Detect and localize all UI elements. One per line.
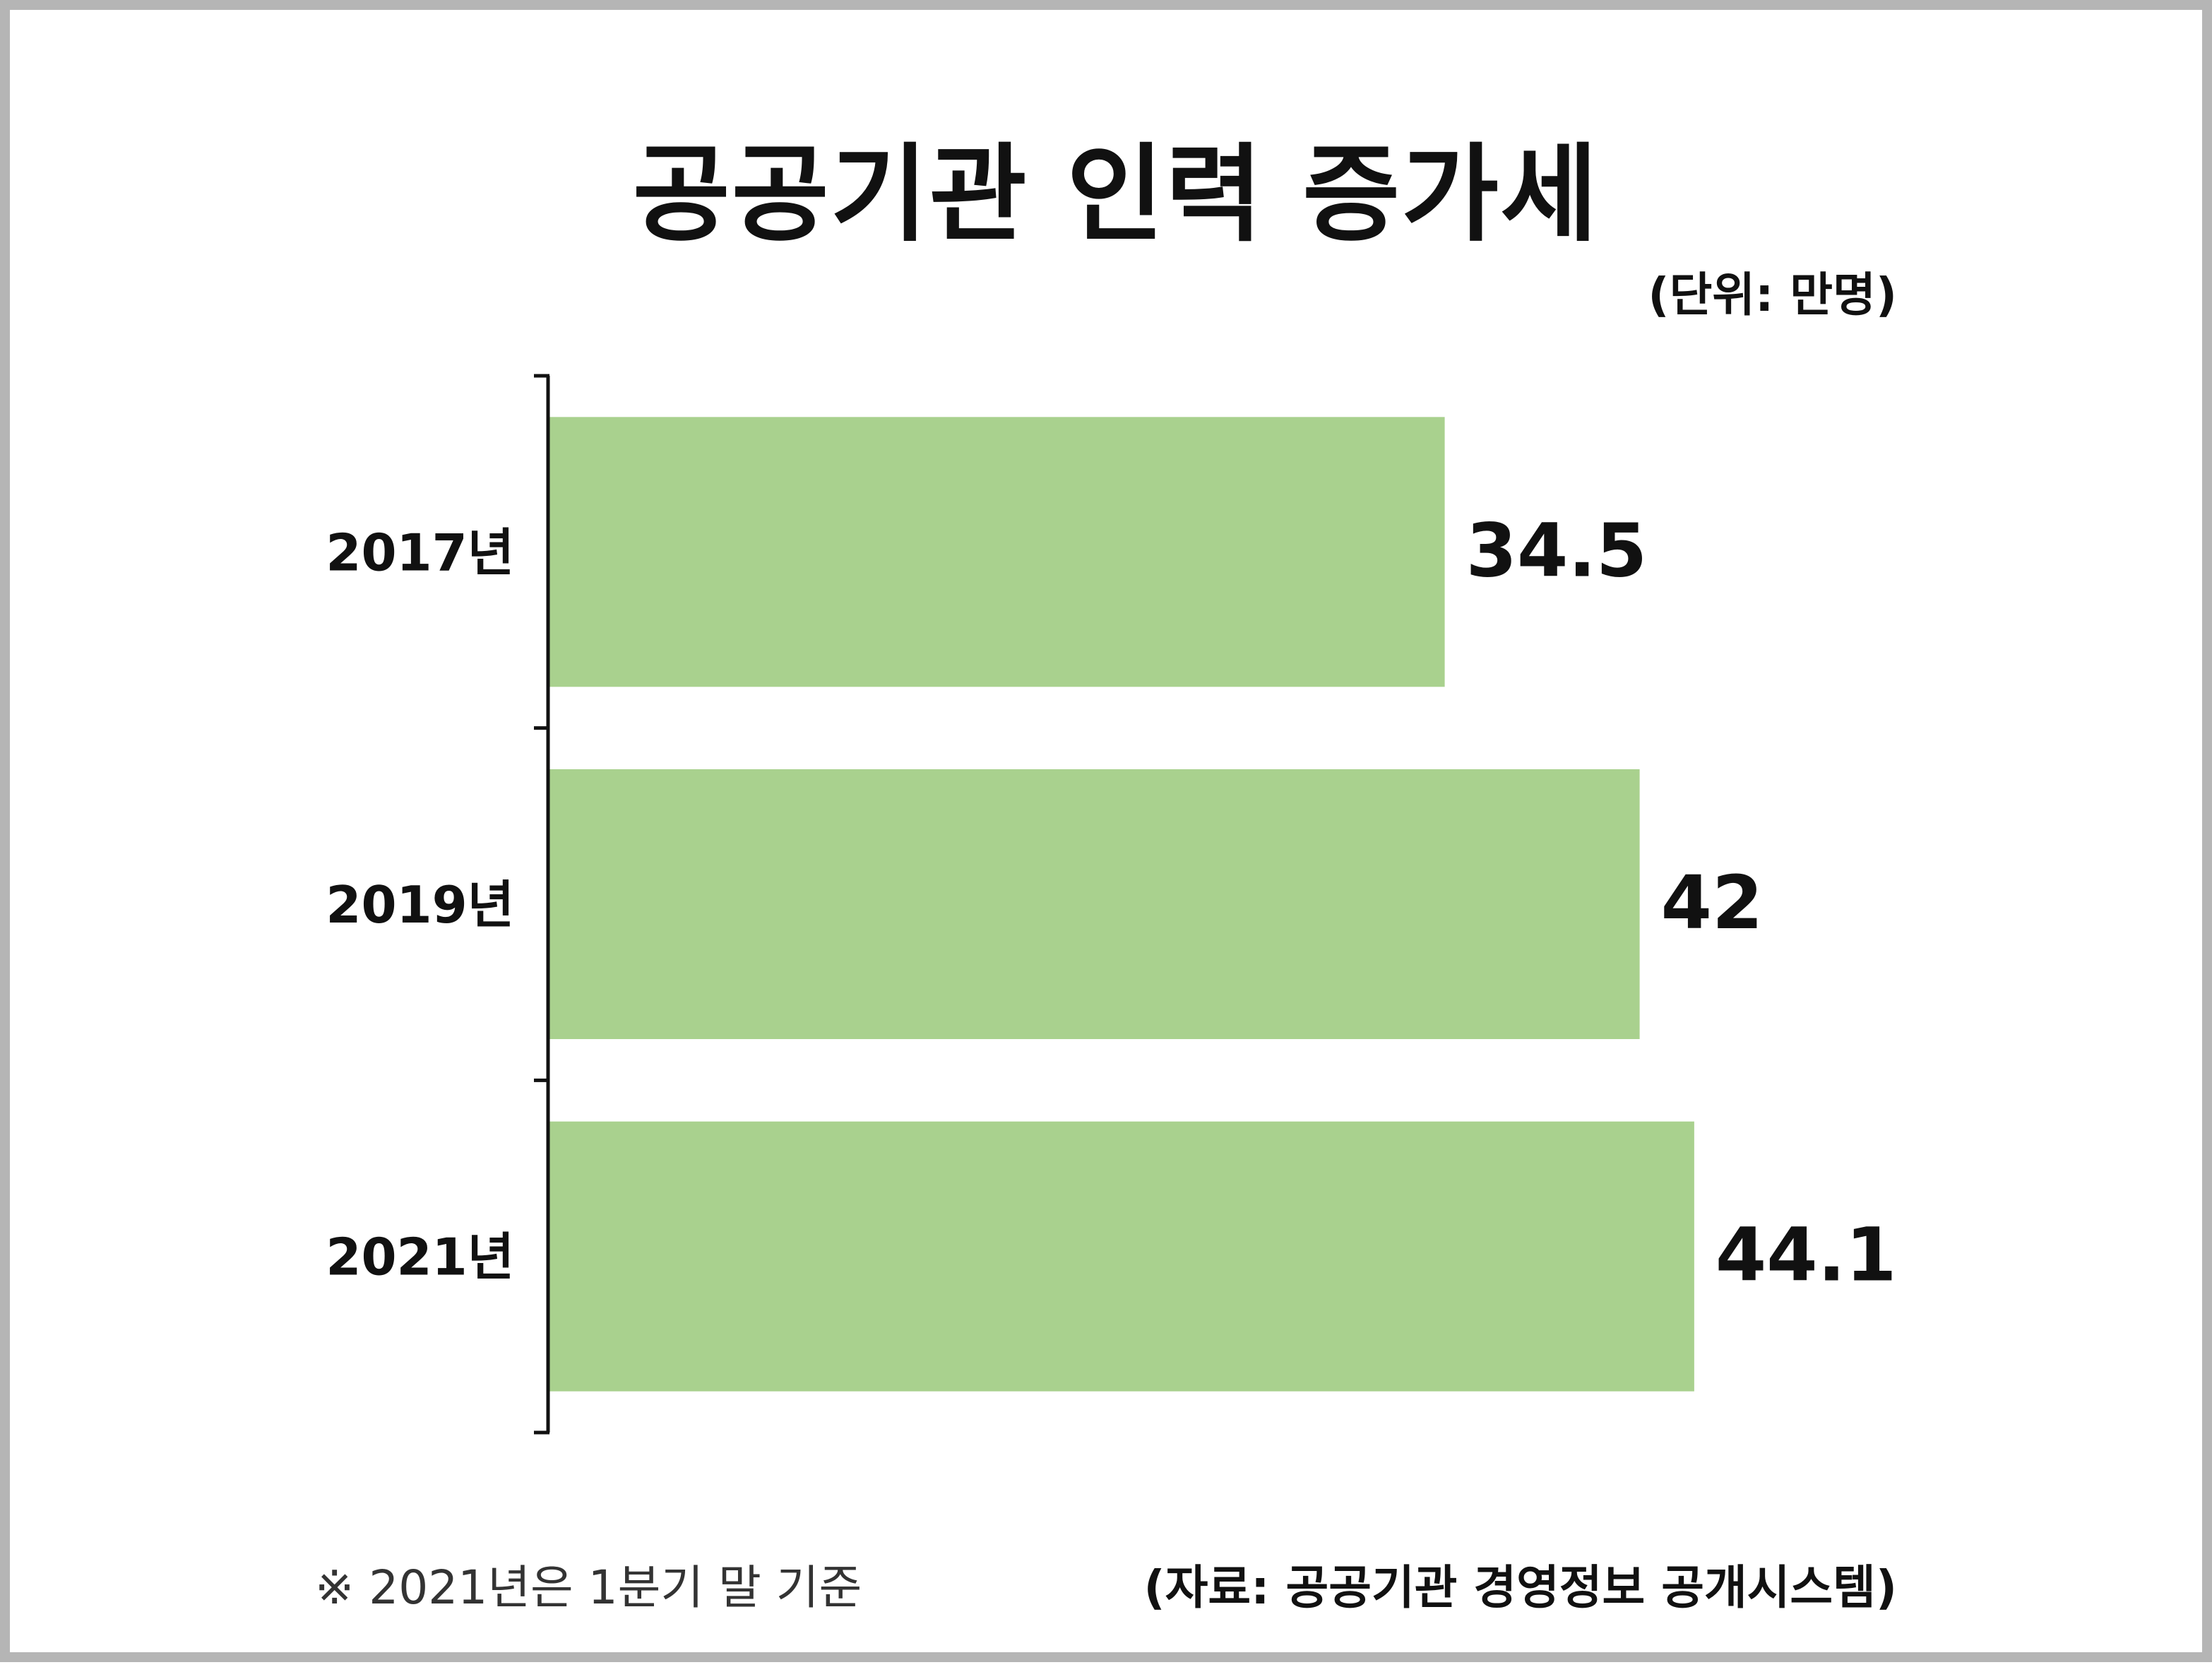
category-label-2: 2021년	[326, 1228, 514, 1287]
bar-2	[548, 1121, 1694, 1392]
category-label-1: 2019년	[326, 875, 514, 935]
unit-label: (단위: 만명)	[1648, 268, 1897, 322]
bar-0	[548, 417, 1445, 687]
footnote: ※ 2021년은 1분기 말 기준	[315, 1560, 862, 1615]
source-note: (자료: 공공기관 경영정보 공개시스템)	[1143, 1560, 1897, 1615]
value-label-1: 42	[1661, 860, 1764, 946]
value-label-0: 34.5	[1466, 507, 1648, 593]
bar-1	[548, 769, 1640, 1039]
chart-title: 공공기관 인력 증가세	[632, 134, 1600, 256]
bar-chart: 34.5 2017년 42 2019년 44.1 2021년	[326, 374, 1897, 1435]
value-label-2: 44.1	[1716, 1212, 1897, 1298]
category-label-0: 2017년	[326, 523, 514, 582]
